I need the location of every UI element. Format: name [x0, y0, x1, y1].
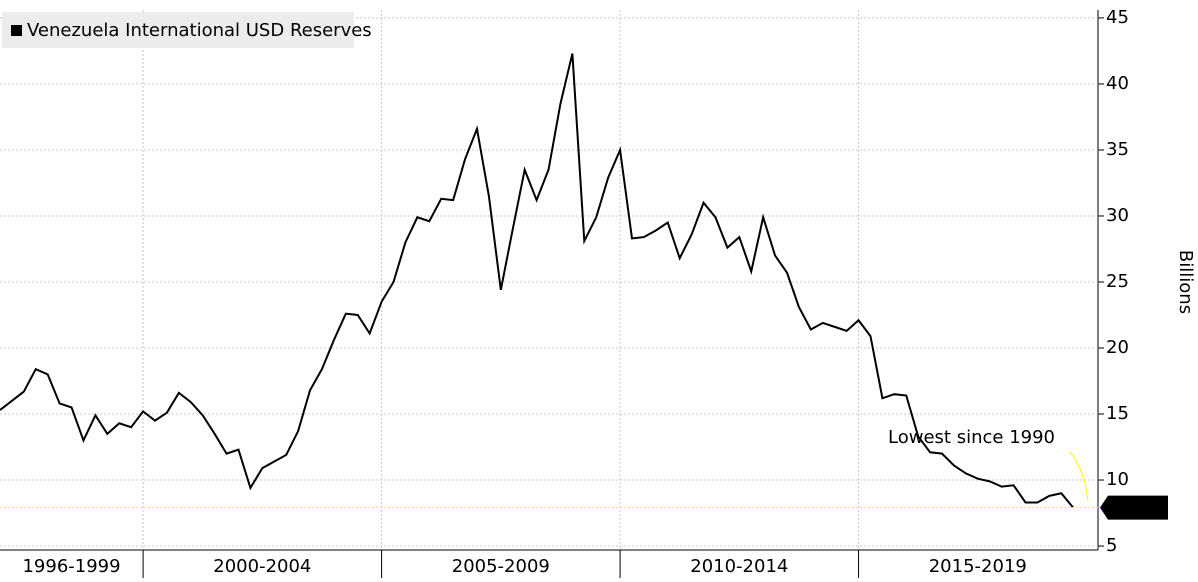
y-tick-label: 30	[1106, 205, 1129, 226]
value-label: 7.909	[1111, 497, 1163, 518]
legend-label: Venezuela International USD Reserves	[27, 20, 372, 41]
y-tick-label: 40	[1106, 73, 1129, 94]
x-tick-label: 2015-2019	[929, 556, 1027, 577]
y-tick-label: 10	[1106, 469, 1129, 490]
legend-swatch	[11, 25, 22, 36]
x-tick-label: 2000-2004	[213, 556, 311, 577]
value-label-bg	[1100, 495, 1168, 520]
y-tick-label: 45	[1106, 7, 1129, 28]
y-tick-label: 15	[1106, 403, 1129, 424]
y-tick-label: 5	[1106, 535, 1117, 556]
y-axis-label: Billions	[1175, 250, 1196, 314]
x-tick-label: 1996-1999	[22, 556, 120, 577]
annotation-leader	[1069, 451, 1089, 502]
x-tick-label: 2010-2014	[690, 556, 788, 577]
y-tick-label: 20	[1106, 337, 1129, 358]
data-line	[0, 53, 1074, 509]
x-tick-label: 2005-2009	[452, 556, 550, 577]
annotation: Lowest since 1990	[888, 427, 1055, 448]
legend-box	[2, 12, 354, 48]
y-tick-label: 35	[1106, 139, 1129, 160]
y-tick-label: 25	[1106, 271, 1129, 292]
